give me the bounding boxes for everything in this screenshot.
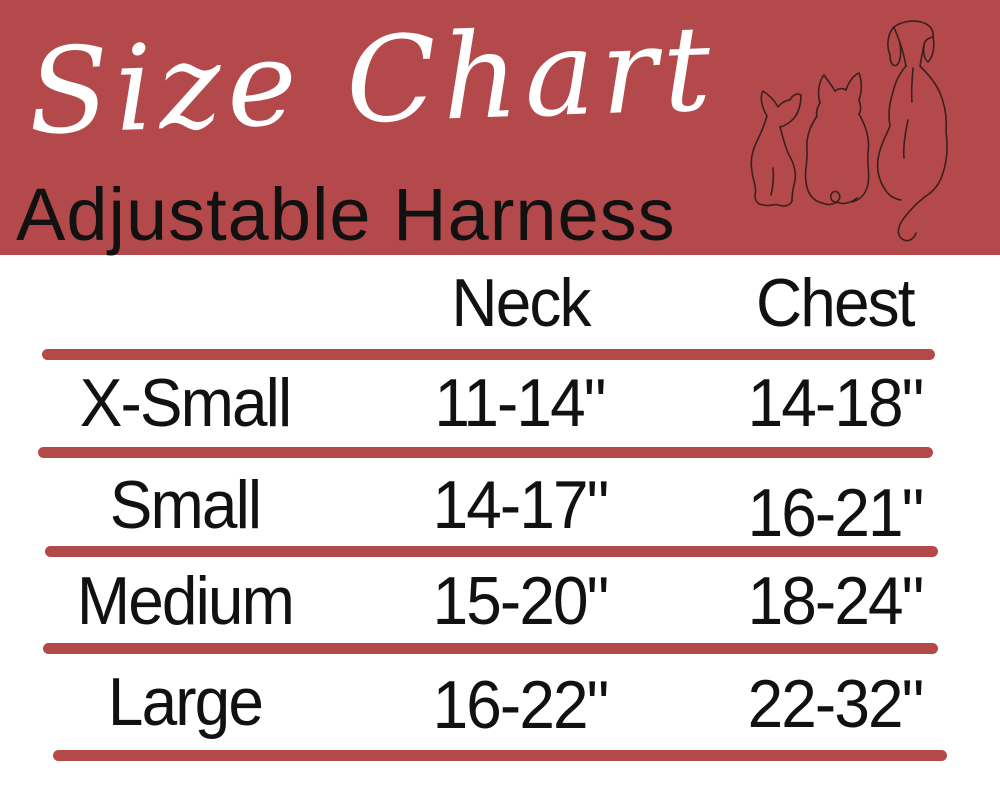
- size-label: X-Small: [79, 365, 292, 441]
- chest-value: 18-24": [747, 563, 925, 639]
- table-row: Large 16-22" 22-32": [0, 652, 1000, 752]
- divider-rule: [45, 546, 938, 557]
- chest-value: 14-18": [747, 365, 925, 441]
- chest-value: 22-32": [747, 666, 925, 742]
- neck-value: 14-17": [432, 467, 610, 543]
- table-row: Small 14-17" 16-21": [0, 457, 1000, 553]
- neck-value: 11-14": [434, 365, 607, 441]
- page-subtitle: Adjustable Harness: [16, 173, 676, 256]
- divider-rule: [42, 349, 935, 360]
- cat-icon: [804, 72, 870, 206]
- divider-rule: [53, 750, 947, 761]
- page-title: Size Chart: [25, 0, 719, 161]
- size-label: Large: [107, 664, 264, 740]
- table-row: X-Small 11-14" 14-18": [0, 355, 1000, 451]
- pets-line-art-illustration: [750, 20, 948, 242]
- divider-rule: [43, 643, 938, 654]
- header-neck: Neck: [450, 265, 591, 341]
- header-chest: Chest: [756, 265, 915, 341]
- dog-icon: [876, 20, 948, 242]
- size-label: Medium: [76, 563, 295, 639]
- size-label: Small: [109, 467, 262, 543]
- header-banner: Size Chart Adjustable Harness: [0, 0, 1000, 255]
- chihuahua-icon: [750, 90, 802, 207]
- chest-value: 16-21": [747, 475, 925, 551]
- table-header-row: Neck Chest: [0, 255, 1000, 351]
- neck-value: 16-22": [432, 667, 610, 743]
- header-size: [0, 264, 370, 342]
- neck-value: 15-20": [432, 563, 610, 639]
- table-row: Medium 15-20" 18-24": [0, 553, 1000, 649]
- divider-rule: [38, 447, 933, 458]
- size-chart-table: Neck Chest X-Small 11-14" 14-18" Small 1…: [0, 255, 1000, 800]
